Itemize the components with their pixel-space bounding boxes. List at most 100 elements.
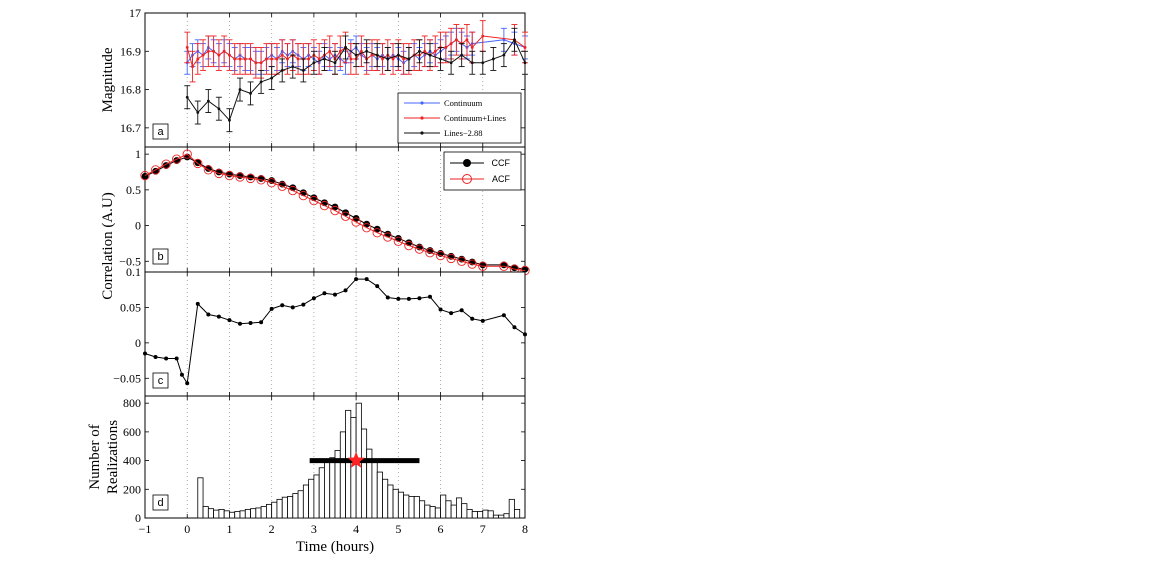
data-point bbox=[264, 57, 268, 61]
histogram-bar bbox=[392, 488, 399, 519]
data-point bbox=[478, 261, 488, 271]
histogram-bar bbox=[492, 514, 500, 519]
y-tick-label: 16.7 bbox=[120, 121, 141, 135]
legend: Continuum Continuum+Lines Lines−2.88 bbox=[397, 92, 522, 144]
legend-marker bbox=[462, 174, 472, 184]
histogram-bar bbox=[413, 496, 420, 519]
data-point bbox=[185, 95, 189, 99]
panel-a: 16.716.816.917MagnitudeaContinuumContinu… bbox=[100, 6, 528, 148]
data-point bbox=[465, 38, 469, 42]
legend-label: ACF bbox=[492, 174, 511, 184]
histogram-bar bbox=[498, 514, 505, 519]
histogram-bar bbox=[345, 409, 352, 519]
histogram-bar bbox=[318, 467, 325, 519]
data-point bbox=[227, 318, 232, 323]
histogram-bar bbox=[403, 494, 410, 519]
data-point bbox=[365, 49, 369, 53]
y-tick-label: 16.8 bbox=[120, 83, 141, 97]
y-tick-label: 0.05 bbox=[120, 300, 141, 314]
data-point bbox=[235, 172, 245, 182]
histogram-bar bbox=[466, 508, 473, 519]
data-point bbox=[216, 314, 221, 319]
data-point bbox=[523, 332, 527, 337]
y-tick-label: 0 bbox=[135, 219, 141, 233]
histogram-bar bbox=[213, 509, 220, 519]
data-point bbox=[383, 232, 393, 242]
histogram-bar bbox=[260, 506, 267, 519]
histogram-bar bbox=[287, 496, 294, 519]
series-line bbox=[186, 35, 526, 68]
data-point bbox=[185, 381, 190, 386]
data-point bbox=[513, 38, 516, 42]
data-point bbox=[228, 53, 231, 57]
data-point bbox=[330, 205, 340, 216]
legend-marker bbox=[420, 131, 424, 135]
legend-label: CCF bbox=[492, 158, 511, 168]
data-point bbox=[381, 57, 384, 61]
data-point bbox=[404, 240, 414, 251]
data-point bbox=[248, 321, 253, 326]
legend-label: Lines−2.88 bbox=[444, 128, 483, 138]
data-point bbox=[228, 118, 231, 122]
data-point bbox=[481, 34, 485, 38]
panel-label: c bbox=[158, 375, 164, 387]
histogram-bar bbox=[271, 501, 278, 519]
data-point bbox=[182, 149, 192, 159]
histogram-bar bbox=[514, 508, 521, 519]
data-point bbox=[393, 236, 403, 246]
panel-label-box bbox=[152, 248, 169, 265]
histogram-bar bbox=[234, 511, 241, 519]
data-point bbox=[351, 217, 361, 227]
data-point bbox=[288, 185, 298, 196]
data-point bbox=[311, 296, 316, 301]
data-point bbox=[238, 88, 242, 91]
x-tick-label: 8 bbox=[522, 522, 528, 536]
panel-b: −0.5 0 0.5 1 Correlation (A.U) b CCF ACF bbox=[100, 146, 530, 300]
panel-label: a bbox=[157, 126, 164, 138]
histogram-bar bbox=[376, 471, 383, 519]
data-point bbox=[152, 167, 159, 175]
data-point bbox=[343, 288, 348, 293]
y-tick-label: 0.5 bbox=[126, 183, 141, 197]
data-point bbox=[407, 57, 411, 61]
histogram-bar bbox=[297, 490, 304, 519]
panel-label: d bbox=[157, 497, 163, 509]
histogram-bar bbox=[250, 508, 257, 519]
data-point bbox=[322, 291, 327, 296]
data-point bbox=[501, 313, 506, 318]
data-point bbox=[238, 321, 242, 326]
data-point bbox=[214, 168, 224, 179]
data-point bbox=[140, 170, 150, 181]
data-point bbox=[328, 49, 332, 53]
data-point bbox=[217, 107, 221, 111]
histogram-bar bbox=[244, 508, 251, 519]
data-point bbox=[491, 57, 495, 61]
data-point bbox=[179, 372, 184, 377]
data-point bbox=[470, 316, 475, 321]
data-point bbox=[203, 165, 213, 175]
y-tick-label: 200 bbox=[123, 482, 141, 496]
legend-box bbox=[443, 151, 522, 191]
data-point bbox=[342, 209, 349, 217]
x-tick-label: 7 bbox=[480, 522, 486, 536]
x-axis-label: Time (hours) bbox=[296, 539, 374, 555]
y-tick-label: 0.1 bbox=[126, 265, 141, 279]
x-tick-label: 2 bbox=[269, 522, 275, 536]
data-point bbox=[243, 57, 247, 61]
data-point bbox=[349, 57, 353, 61]
data-point bbox=[362, 223, 372, 233]
histogram-bar bbox=[482, 509, 489, 519]
data-point bbox=[406, 296, 411, 301]
data-point bbox=[191, 65, 194, 68]
x-tick-label: 1 bbox=[226, 522, 232, 536]
data-point bbox=[212, 49, 216, 53]
data-point bbox=[259, 80, 263, 84]
data-point bbox=[446, 253, 456, 264]
y-axis-label: Correlation (A.U) bbox=[100, 192, 116, 299]
data-point bbox=[428, 53, 432, 57]
data-point bbox=[195, 301, 200, 306]
y-tick-label: 17 bbox=[129, 6, 141, 20]
data-point bbox=[396, 296, 401, 301]
data-point bbox=[459, 308, 464, 313]
